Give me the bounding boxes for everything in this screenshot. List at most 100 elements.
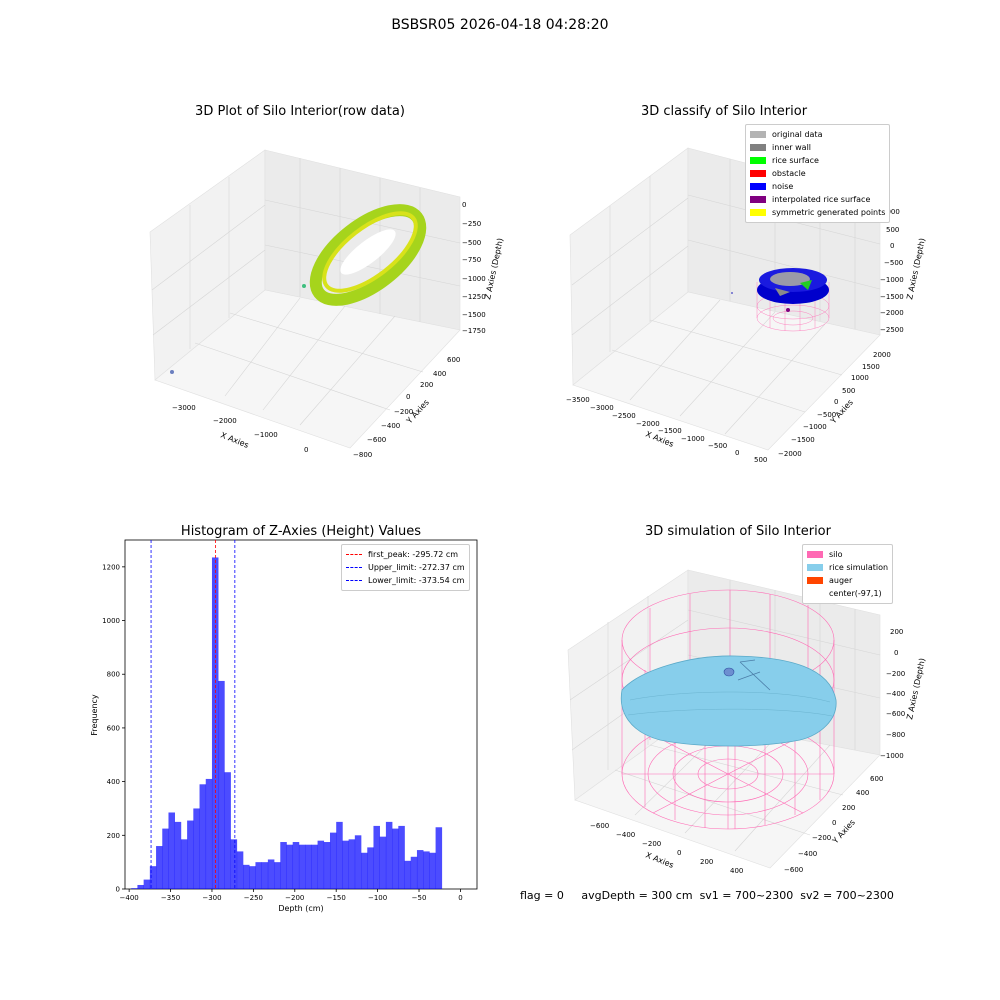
classify-point-cloud	[731, 268, 829, 312]
svg-text:−2000: −2000	[213, 417, 237, 425]
y-tick-label: 1200	[102, 563, 120, 571]
simulation-rice-surface	[620, 655, 837, 747]
legend-item: original data	[750, 128, 885, 141]
legend-item: inner wall	[750, 141, 885, 154]
histogram-bar	[156, 846, 163, 889]
histogram-bar	[292, 842, 300, 889]
x-tick-label: 0	[458, 894, 462, 902]
svg-text:1000: 1000	[882, 208, 900, 216]
raw-zlabel: Z Axies (Depth)	[483, 237, 505, 300]
svg-text:−3000: −3000	[590, 404, 614, 412]
histogram-bar	[323, 842, 331, 889]
svg-text:−600: −600	[886, 710, 905, 718]
svg-text:−1500: −1500	[791, 436, 815, 444]
svg-text:200: 200	[700, 858, 713, 866]
svg-text:−200: −200	[394, 408, 413, 416]
histogram-bar	[416, 850, 424, 889]
histogram-xticks: −400 −350 −300 −250 −200 −150 −100 −50 0	[120, 889, 463, 902]
svg-text:−1000: −1000	[681, 435, 705, 443]
raw-3d-axes: 0 −250 −500 −750 −1000 −1250 −1500 −1750…	[149, 149, 505, 459]
svg-text:200: 200	[420, 381, 433, 389]
svg-text:−2500: −2500	[880, 326, 904, 334]
histogram-bar	[174, 821, 182, 889]
classify-3d-axes: 1000 500 0 −500 −1000 −1500 −2000 −2500 …	[566, 147, 927, 464]
histogram-bar	[392, 828, 399, 889]
classify-legend: original data inner wall rice surface ob…	[745, 124, 891, 223]
histogram-bar	[205, 778, 213, 889]
flag-text: flag = 0	[520, 889, 564, 902]
simulation-legend: silo rice simulation auger center(-97,1)	[802, 544, 894, 604]
histogram-bar	[280, 842, 287, 889]
svg-text:−500: −500	[884, 259, 903, 267]
svg-text:−500: −500	[708, 442, 727, 450]
histogram-bar	[224, 772, 231, 889]
y-tick-label: 0	[116, 886, 120, 894]
histogram-ylabel: Frequency	[90, 694, 99, 736]
svg-text:2000: 2000	[873, 351, 891, 359]
y-tick-label: 800	[107, 671, 120, 679]
x-tick-label: −100	[368, 894, 387, 902]
svg-text:1000: 1000	[851, 374, 869, 382]
svg-text:0: 0	[832, 819, 836, 827]
histogram-axes: −400 −350 −300 −250 −200 −150 −100 −50 0 0 200 400…	[90, 539, 478, 913]
legend-item: noise	[750, 180, 885, 193]
status-footer: flag = 0 avgDepth = 300 cm sv1 = 700~230…	[520, 889, 894, 902]
histogram-bar	[274, 862, 281, 889]
svg-text:500: 500	[754, 456, 767, 464]
simulation-3d-axes: 200 0 −200 −400 −600 −800 −1000 Z Axies …	[567, 569, 927, 875]
svg-text:500: 500	[886, 226, 899, 234]
svg-text:500: 500	[842, 387, 855, 395]
legend-item: rice surface	[750, 154, 885, 167]
svg-text:−500: −500	[462, 239, 481, 247]
svg-text:−200: −200	[886, 670, 905, 678]
histogram-bar	[180, 839, 188, 889]
classify-zlabel: Z Axies (Depth)	[905, 237, 927, 300]
svg-text:0: 0	[894, 649, 898, 657]
histogram-bar	[348, 839, 356, 889]
sv1-text: sv1 = 700~2300	[699, 889, 794, 902]
svg-text:−2000: −2000	[880, 309, 904, 317]
svg-text:1500: 1500	[862, 363, 880, 371]
histogram-bar	[342, 840, 349, 889]
histogram-title: Histogram of Z-Axies (Height) Values	[180, 524, 422, 539]
svg-text:−1000: −1000	[803, 423, 827, 431]
svg-text:200: 200	[890, 628, 903, 636]
svg-text:−1500: −1500	[462, 311, 486, 319]
y-tick-label: 600	[107, 724, 120, 732]
svg-text:−2500: −2500	[612, 412, 636, 420]
legend-item: obstacle	[750, 167, 885, 180]
histogram-bar	[379, 836, 387, 889]
legend-item: first_peak: -295.72 cm	[346, 548, 465, 561]
histogram-bar	[435, 827, 443, 889]
legend-item: Upper_limit: -272.37 cm	[346, 561, 465, 574]
x-tick-label: −350	[161, 894, 180, 902]
svg-text:−400: −400	[616, 831, 635, 839]
histogram-bar	[218, 680, 225, 889]
svg-text:200: 200	[842, 804, 855, 812]
histogram-legend: first_peak: -295.72 cm Upper_limit: -272…	[341, 544, 470, 591]
histogram-bar	[149, 866, 157, 889]
histogram-bar	[336, 821, 343, 889]
histogram-bar	[398, 825, 405, 889]
histogram-bar	[261, 862, 269, 889]
svg-text:400: 400	[730, 867, 743, 875]
svg-text:−600: −600	[367, 436, 386, 444]
histogram-bar	[298, 844, 306, 889]
histogram-bar	[193, 808, 200, 889]
sv2-text: sv2 = 700~2300	[800, 889, 894, 902]
histogram-bar	[373, 825, 380, 889]
svg-text:0: 0	[462, 201, 466, 209]
histogram-bar	[305, 844, 312, 889]
histogram-bar	[211, 557, 219, 889]
y-tick-label: 400	[107, 778, 120, 786]
svg-text:0: 0	[834, 398, 838, 406]
svg-text:−200: −200	[812, 834, 831, 842]
svg-text:600: 600	[870, 775, 883, 783]
svg-text:−200: −200	[642, 840, 661, 848]
histogram-bar	[267, 859, 275, 889]
legend-item: auger	[807, 574, 888, 587]
histogram-bar	[329, 832, 337, 889]
x-tick-label: −200	[285, 894, 304, 902]
raw-xlabel: X Axies	[219, 431, 250, 450]
histogram-bar	[410, 856, 418, 889]
